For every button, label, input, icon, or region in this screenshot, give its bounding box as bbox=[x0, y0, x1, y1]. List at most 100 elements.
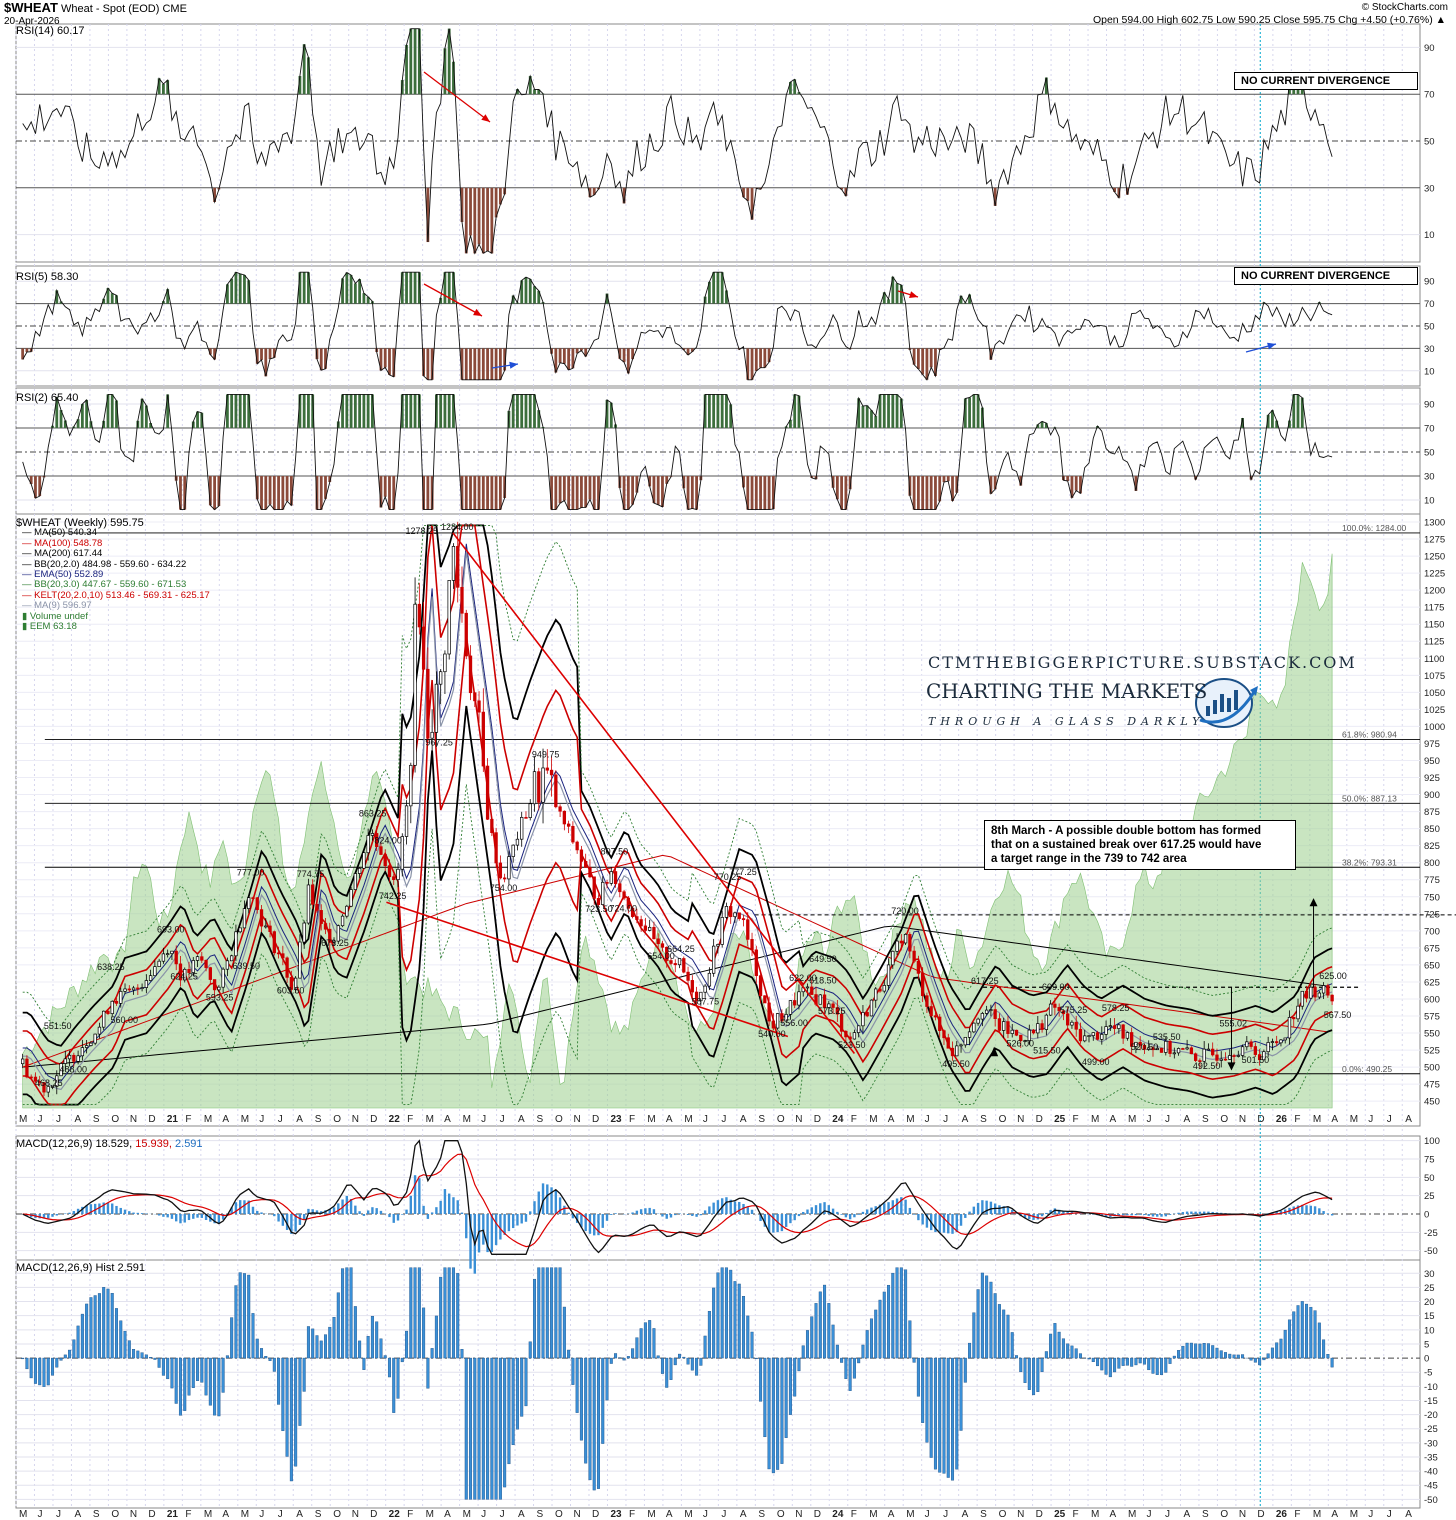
rsi14-label: RSI(14) 60.17 bbox=[16, 25, 85, 37]
indicator-lines-layer bbox=[21, 28, 1334, 1500]
candle-body bbox=[882, 985, 886, 992]
candle-body bbox=[63, 1058, 67, 1064]
brand-url: CTMTHEBIGGERPICTURE.SUBSTACK.COM bbox=[928, 653, 1357, 672]
month-label: O bbox=[1220, 1114, 1228, 1125]
candle-body bbox=[571, 825, 575, 843]
candle-body bbox=[831, 1003, 835, 1008]
macd-hist-bar bbox=[955, 1357, 959, 1470]
macd-hist-bar bbox=[59, 1357, 63, 1361]
macd-hist-bar bbox=[370, 1315, 374, 1359]
price-point-label: 807.50 bbox=[601, 847, 629, 857]
macd-hist-bar bbox=[925, 1357, 929, 1443]
price-point-label: 777.25 bbox=[729, 867, 757, 877]
month-label-bottom: A bbox=[1331, 1509, 1338, 1520]
candle-body bbox=[439, 671, 443, 685]
macd-hist-bar bbox=[1305, 1303, 1309, 1359]
candle-body bbox=[323, 923, 328, 930]
candle-body bbox=[357, 867, 362, 874]
macd-hist-bar bbox=[38, 1357, 42, 1386]
candle-body bbox=[656, 938, 660, 945]
macd-hist-bar bbox=[686, 1357, 690, 1365]
month-label-bottom: J bbox=[259, 1509, 264, 1520]
macd-hist-bar bbox=[1100, 1357, 1104, 1371]
macd-hist-bar bbox=[575, 1357, 579, 1413]
candle-body bbox=[1245, 1041, 1249, 1048]
candle-body bbox=[1074, 1021, 1078, 1030]
month-label: J bbox=[943, 1114, 948, 1125]
macd-hist-bar bbox=[1177, 1350, 1181, 1359]
candle-body bbox=[1125, 1032, 1130, 1039]
candle-body bbox=[285, 957, 289, 978]
candle-body bbox=[225, 960, 230, 970]
macd-hist-bar bbox=[520, 1357, 524, 1417]
indicator-axis-label: -25 bbox=[1424, 1424, 1438, 1435]
macd-hist-bar bbox=[55, 1357, 59, 1368]
macd-hist-bar bbox=[1330, 1357, 1334, 1368]
macd-hist-bar bbox=[362, 1357, 366, 1370]
price-point-label: 515.50 bbox=[1033, 1046, 1061, 1056]
month-label: O bbox=[777, 1114, 785, 1125]
macd-hist-bar bbox=[840, 1357, 844, 1363]
price-axis-label: 1225 bbox=[1424, 569, 1445, 580]
macd-hist-bar bbox=[823, 1284, 827, 1359]
candle-body bbox=[46, 1086, 50, 1093]
price-legend-item: — MA(200) 617.44 bbox=[22, 548, 103, 560]
indicator-axis-label: 10 bbox=[1424, 1325, 1435, 1336]
macd-hist-bar bbox=[268, 1357, 272, 1361]
month-label-bottom: J bbox=[56, 1509, 61, 1520]
macd-hist-bar bbox=[929, 1357, 933, 1458]
indicator-axis-label: -10 bbox=[1424, 1382, 1438, 1393]
candle-body bbox=[929, 1006, 933, 1017]
month-label: S bbox=[980, 1114, 987, 1125]
macd-hist-bar bbox=[336, 1292, 340, 1359]
macd-hist-bar bbox=[323, 1334, 327, 1359]
candle-body bbox=[353, 873, 358, 890]
candle-body bbox=[754, 949, 758, 977]
macd-hist-bar bbox=[1258, 1357, 1262, 1366]
macd-hist-bar bbox=[805, 1330, 809, 1359]
month-label: M bbox=[1313, 1114, 1321, 1125]
candle-body bbox=[1326, 985, 1330, 996]
candle-body bbox=[1061, 1010, 1066, 1015]
macd-hist-bar bbox=[110, 1293, 114, 1359]
macd-hist-bar bbox=[673, 1357, 677, 1366]
candle-body bbox=[1057, 1007, 1061, 1012]
macd-hist-bar bbox=[1032, 1357, 1036, 1396]
price-point-label: 654.00 bbox=[647, 951, 675, 961]
candle-body bbox=[1206, 1048, 1211, 1051]
candle-body bbox=[541, 767, 545, 803]
month-label: N bbox=[574, 1114, 581, 1125]
macd-hist-bar bbox=[1275, 1342, 1279, 1359]
month-label-bottom: D bbox=[592, 1509, 599, 1520]
price-point-label: 587.75 bbox=[692, 996, 720, 1006]
candle-body bbox=[1083, 1035, 1087, 1042]
price-point-label: 673.25 bbox=[321, 938, 349, 948]
indicator-axis-label: 50 bbox=[1424, 1173, 1435, 1184]
price-legend-item: — MA(50) 540.34 bbox=[22, 527, 97, 539]
macd-hist-bar bbox=[255, 1338, 259, 1359]
month-label: J bbox=[721, 1114, 726, 1125]
indicator-axis-label: 30 bbox=[1424, 1269, 1435, 1280]
indicator-axis-label: 50 bbox=[1424, 137, 1435, 148]
month-label-bottom: 21 bbox=[167, 1509, 179, 1520]
candle-body bbox=[989, 1009, 993, 1011]
indicator-axis-label: 0 bbox=[1424, 1354, 1429, 1365]
month-label-bottom: A bbox=[518, 1509, 525, 1520]
candle-body bbox=[289, 977, 294, 990]
price-point-label: 624.25 bbox=[170, 971, 198, 981]
candle-body bbox=[1292, 1016, 1296, 1020]
month-label: D bbox=[1257, 1114, 1264, 1125]
macd-hist-bar bbox=[1172, 1355, 1176, 1359]
price-axis-label: 1125 bbox=[1424, 637, 1444, 648]
candle-body bbox=[1023, 1040, 1027, 1042]
candle-body bbox=[110, 1000, 114, 1014]
candle-body bbox=[520, 817, 524, 840]
month-label-bottom: O bbox=[333, 1509, 341, 1520]
candle-body bbox=[21, 1058, 25, 1065]
macd-hist-bar bbox=[217, 1357, 221, 1417]
macd-hist-bar bbox=[345, 1267, 349, 1359]
month-label-bottom: J bbox=[481, 1509, 486, 1520]
candle-body bbox=[878, 988, 882, 992]
candle-body bbox=[362, 852, 366, 869]
candle-body bbox=[1121, 1024, 1125, 1039]
